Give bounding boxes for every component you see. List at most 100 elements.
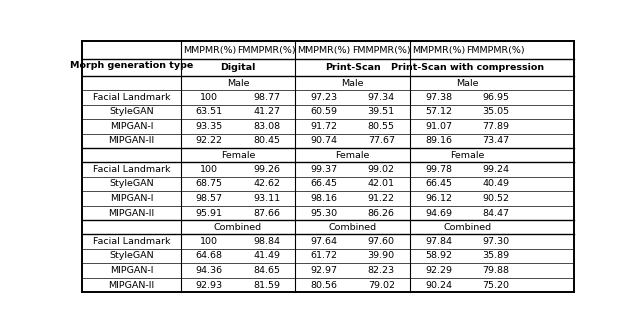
Text: 77.67: 77.67	[368, 137, 395, 146]
Text: 83.08: 83.08	[253, 122, 280, 131]
Text: 41.49: 41.49	[253, 251, 280, 260]
Text: 97.64: 97.64	[310, 237, 337, 246]
Text: 90.52: 90.52	[483, 194, 509, 203]
Text: Print-Scan with compression: Print-Scan with compression	[390, 63, 544, 72]
Text: 79.02: 79.02	[368, 280, 395, 290]
Text: 90.74: 90.74	[310, 137, 337, 146]
Text: 79.88: 79.88	[483, 266, 509, 275]
Text: Male: Male	[456, 79, 479, 87]
Text: 58.92: 58.92	[425, 251, 452, 260]
Text: 92.22: 92.22	[196, 137, 223, 146]
Text: FMMPMR(%): FMMPMR(%)	[237, 46, 296, 54]
Text: 73.47: 73.47	[483, 137, 509, 146]
Text: 93.35: 93.35	[196, 122, 223, 131]
Text: 68.75: 68.75	[196, 180, 223, 188]
Text: 100: 100	[200, 165, 218, 174]
Text: 96.12: 96.12	[425, 194, 452, 203]
Text: 60.59: 60.59	[310, 107, 337, 116]
Text: 99.24: 99.24	[483, 165, 509, 174]
Text: 84.47: 84.47	[483, 209, 509, 217]
Text: Male: Male	[341, 79, 364, 87]
Text: Facial Landmark: Facial Landmark	[93, 93, 170, 102]
Text: 97.30: 97.30	[483, 237, 509, 246]
Text: 99.26: 99.26	[253, 165, 280, 174]
Text: 80.56: 80.56	[310, 280, 337, 290]
Text: Combined: Combined	[443, 223, 492, 232]
Text: 89.16: 89.16	[425, 137, 452, 146]
Text: MIPGAN-II: MIPGAN-II	[108, 209, 155, 217]
Text: 77.89: 77.89	[483, 122, 509, 131]
Text: 91.07: 91.07	[425, 122, 452, 131]
Text: 42.01: 42.01	[368, 180, 395, 188]
Text: 66.45: 66.45	[310, 180, 337, 188]
Text: MIPGAN-I: MIPGAN-I	[110, 122, 154, 131]
Text: 95.30: 95.30	[310, 209, 337, 217]
Text: Male: Male	[227, 79, 249, 87]
Text: 98.16: 98.16	[310, 194, 337, 203]
Text: MMPMR(%): MMPMR(%)	[412, 46, 465, 54]
Text: 96.95: 96.95	[483, 93, 509, 102]
Text: 99.02: 99.02	[368, 165, 395, 174]
Text: 63.51: 63.51	[196, 107, 223, 116]
Text: 100: 100	[200, 93, 218, 102]
Text: MIPGAN-II: MIPGAN-II	[108, 280, 155, 290]
Text: 42.62: 42.62	[253, 180, 280, 188]
Text: 66.45: 66.45	[425, 180, 452, 188]
Text: 94.69: 94.69	[425, 209, 452, 217]
Text: 61.72: 61.72	[310, 251, 337, 260]
Text: 98.84: 98.84	[253, 237, 280, 246]
Text: 99.78: 99.78	[425, 165, 452, 174]
Text: MIPGAN-I: MIPGAN-I	[110, 194, 154, 203]
Text: 95.91: 95.91	[196, 209, 223, 217]
Text: 100: 100	[200, 237, 218, 246]
Text: 92.97: 92.97	[310, 266, 337, 275]
Text: 84.65: 84.65	[253, 266, 280, 275]
Text: 92.93: 92.93	[196, 280, 223, 290]
Text: MIPGAN-I: MIPGAN-I	[110, 266, 154, 275]
Text: StyleGAN: StyleGAN	[109, 251, 154, 260]
Text: StyleGAN: StyleGAN	[109, 107, 154, 116]
Text: 97.34: 97.34	[368, 93, 395, 102]
Text: Digital: Digital	[220, 63, 255, 72]
Text: 91.72: 91.72	[310, 122, 337, 131]
Text: MMPMR(%): MMPMR(%)	[182, 46, 236, 54]
Text: 80.45: 80.45	[253, 137, 280, 146]
Text: Female: Female	[450, 151, 484, 160]
Text: 87.66: 87.66	[253, 209, 280, 217]
Text: 81.59: 81.59	[253, 280, 280, 290]
Text: 40.49: 40.49	[483, 180, 509, 188]
Text: 91.22: 91.22	[368, 194, 395, 203]
Text: 98.57: 98.57	[196, 194, 223, 203]
Text: 94.36: 94.36	[196, 266, 223, 275]
Text: 97.23: 97.23	[310, 93, 337, 102]
Text: Print-Scan: Print-Scan	[324, 63, 380, 72]
Text: 97.84: 97.84	[425, 237, 452, 246]
Text: 93.11: 93.11	[253, 194, 280, 203]
Text: Female: Female	[221, 151, 255, 160]
Text: 80.55: 80.55	[368, 122, 395, 131]
Text: FMMPMR(%): FMMPMR(%)	[352, 46, 411, 54]
Text: 99.37: 99.37	[310, 165, 337, 174]
Text: 39.90: 39.90	[368, 251, 395, 260]
Text: MIPGAN-II: MIPGAN-II	[108, 137, 155, 146]
Text: Combined: Combined	[214, 223, 262, 232]
Text: 97.38: 97.38	[425, 93, 452, 102]
Text: Facial Landmark: Facial Landmark	[93, 165, 170, 174]
Text: Female: Female	[335, 151, 370, 160]
Text: 98.77: 98.77	[253, 93, 280, 102]
Text: 97.60: 97.60	[368, 237, 395, 246]
Text: Morph generation type: Morph generation type	[70, 61, 193, 70]
Text: 35.05: 35.05	[483, 107, 509, 116]
Text: MMPMR(%): MMPMR(%)	[298, 46, 351, 54]
Text: Combined: Combined	[328, 223, 377, 232]
Text: Facial Landmark: Facial Landmark	[93, 237, 170, 246]
Text: 41.27: 41.27	[253, 107, 280, 116]
Text: 75.20: 75.20	[483, 280, 509, 290]
Text: 82.23: 82.23	[368, 266, 395, 275]
Text: 90.24: 90.24	[425, 280, 452, 290]
Text: FMMPMR(%): FMMPMR(%)	[467, 46, 525, 54]
Text: 86.26: 86.26	[368, 209, 395, 217]
Text: 92.29: 92.29	[425, 266, 452, 275]
Text: 35.89: 35.89	[483, 251, 509, 260]
Text: 39.51: 39.51	[368, 107, 395, 116]
